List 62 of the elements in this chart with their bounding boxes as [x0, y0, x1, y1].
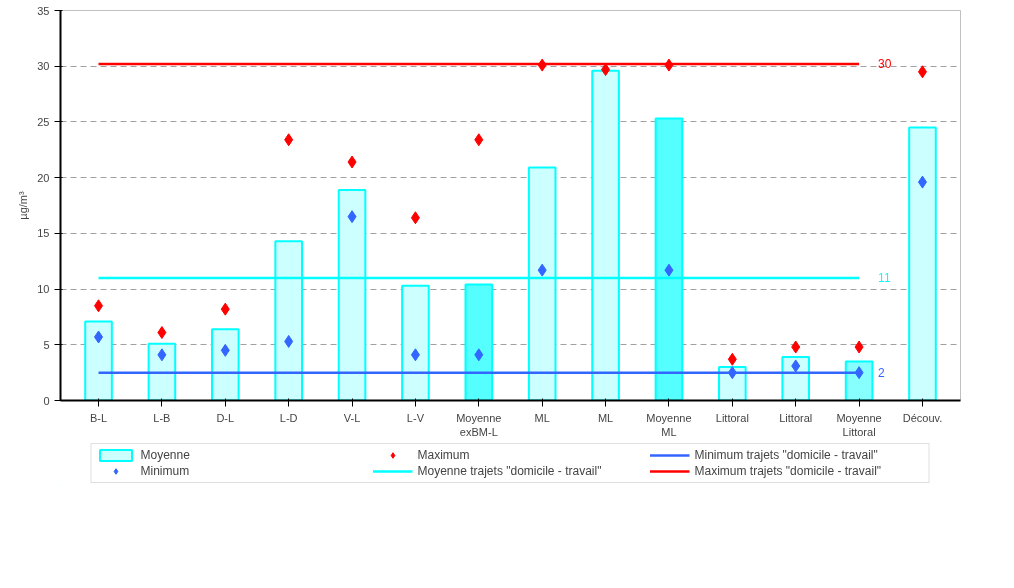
y-tick-label: 20	[37, 171, 50, 184]
bar	[908, 126, 937, 401]
legend-label: Minimum	[140, 464, 191, 478]
y-tick-label: 25	[37, 115, 50, 128]
point	[220, 343, 230, 357]
legend-label: Maximum trajets "domicile - travail"	[694, 464, 883, 478]
x-tick-label: ML	[534, 411, 550, 424]
bar	[401, 284, 430, 401]
point	[284, 133, 294, 147]
point	[347, 210, 357, 224]
point	[474, 133, 484, 147]
x-tick-label: Moyenne exBM-L	[456, 411, 502, 438]
point	[410, 348, 420, 362]
x-tick-label: V-L	[343, 411, 361, 424]
point	[917, 65, 927, 79]
annotation: 11	[878, 271, 891, 286]
point	[854, 340, 864, 354]
x-tick-label: Moyenne ML	[646, 411, 692, 438]
y-tick-label: 0	[43, 394, 50, 407]
point	[94, 330, 104, 344]
bar	[844, 360, 874, 401]
point	[157, 326, 167, 340]
x-tick-label: Littoral	[779, 411, 813, 424]
x-tick-label: Moyenne Littoral	[836, 411, 882, 438]
bar	[210, 328, 240, 401]
point	[347, 155, 357, 169]
point	[537, 263, 547, 277]
annotation: 30	[878, 57, 892, 72]
point	[917, 175, 927, 189]
x-tick-label: B-L	[89, 411, 108, 424]
x-tick-label: L-B	[153, 411, 171, 424]
point	[157, 348, 167, 362]
point	[284, 334, 294, 348]
legend-label: Maximum	[417, 448, 471, 462]
y-tick-label: 10	[37, 283, 50, 296]
point	[664, 263, 674, 277]
x-tick-label: Découv.	[902, 411, 943, 424]
legend-label: Moyenne	[140, 448, 191, 462]
legend-label: Moyenne trajets "domicile - travail"	[417, 464, 603, 478]
x-tick-label: D-L	[216, 411, 235, 424]
point	[474, 348, 484, 362]
y-axis-title: µg/m³	[17, 190, 30, 220]
annotation: 2	[878, 366, 886, 381]
bar	[464, 283, 494, 401]
point	[727, 352, 737, 366]
y-tick-label: 30	[37, 60, 50, 73]
x-tick-label: ML	[597, 411, 614, 424]
x-tick-label: Littoral	[715, 411, 749, 424]
y-tick-label: 35	[37, 4, 50, 17]
x-tick-label: L-D	[279, 411, 298, 424]
point	[410, 211, 420, 225]
point	[220, 302, 230, 316]
point	[791, 359, 801, 373]
y-tick-label: 15	[37, 227, 50, 240]
point	[791, 340, 801, 354]
bar	[84, 320, 113, 401]
y-tick-label: 5	[43, 338, 50, 351]
legend-label: Minimum trajets "domicile - travail"	[694, 448, 879, 462]
point	[94, 299, 104, 313]
point	[601, 63, 611, 77]
bar	[147, 342, 177, 401]
x-tick-label: L-V	[406, 411, 425, 424]
